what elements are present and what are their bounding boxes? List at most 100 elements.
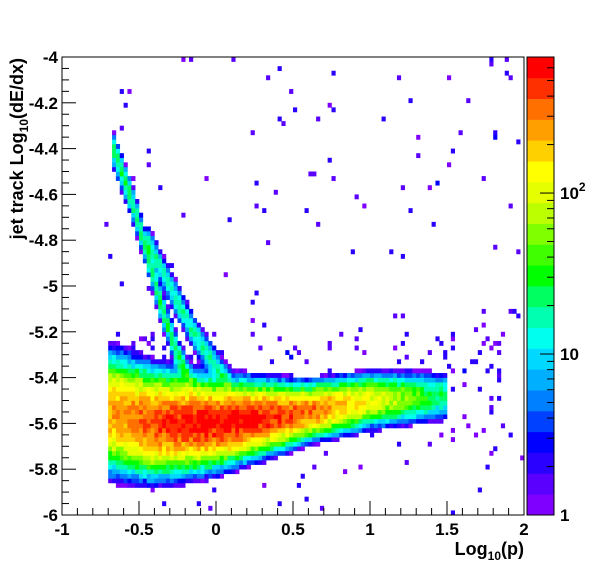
heatmap-cell bbox=[485, 464, 490, 470]
heatmap-cell bbox=[169, 350, 174, 355]
heatmap-cell bbox=[204, 469, 209, 475]
heatmap-cell bbox=[412, 373, 417, 378]
heatmap-cell bbox=[373, 377, 378, 383]
heatmap-cell bbox=[181, 437, 186, 443]
heatmap-cell bbox=[335, 373, 340, 378]
heatmap-cell bbox=[312, 441, 317, 447]
heatmap-cell bbox=[289, 441, 294, 447]
heatmap-cell bbox=[204, 446, 209, 452]
heatmap-cell bbox=[354, 405, 359, 410]
heatmap-cell bbox=[154, 391, 159, 397]
heatmap-cell bbox=[312, 437, 317, 443]
heatmap-cell bbox=[358, 373, 363, 378]
heatmap-cell bbox=[196, 400, 201, 406]
heatmap-cell bbox=[173, 427, 178, 433]
heatmap-cell bbox=[400, 423, 405, 429]
heatmap-cell bbox=[258, 386, 263, 392]
heatmap-cell bbox=[389, 391, 394, 397]
heatmap-cell bbox=[219, 469, 224, 475]
heatmap-cell bbox=[485, 336, 490, 342]
heatmap-cell bbox=[192, 409, 198, 415]
heatmap-cell bbox=[139, 359, 144, 365]
heatmap-cell bbox=[319, 391, 325, 397]
heatmap-cell bbox=[439, 405, 444, 410]
heatmap-cell bbox=[346, 386, 352, 392]
heatmap-cell bbox=[173, 313, 178, 319]
heatmap-cell bbox=[385, 391, 390, 397]
heatmap-cell bbox=[108, 460, 113, 465]
heatmap-cell bbox=[169, 478, 174, 484]
heatmap-cell bbox=[208, 432, 213, 438]
heatmap-cell bbox=[219, 405, 224, 410]
heatmap-cell bbox=[208, 473, 213, 479]
heatmap-cell bbox=[254, 446, 259, 452]
heatmap-cell bbox=[192, 373, 198, 378]
heatmap-cell bbox=[408, 395, 413, 401]
heatmap-cell bbox=[219, 455, 224, 461]
heatmap-cell bbox=[169, 464, 174, 470]
heatmap-cell bbox=[400, 340, 405, 346]
heatmap-cell bbox=[200, 400, 205, 406]
heatmap-cell bbox=[216, 450, 221, 456]
heatmap-cell bbox=[358, 382, 363, 388]
heatmap-cell bbox=[196, 391, 201, 397]
colorbar-swatch bbox=[527, 161, 554, 183]
heatmap-cell bbox=[127, 469, 132, 475]
heatmap-cell bbox=[146, 400, 151, 406]
heatmap-cell bbox=[108, 473, 113, 479]
heatmap-cell bbox=[108, 350, 113, 355]
heatmap-cell bbox=[219, 400, 224, 406]
heatmap-cell bbox=[112, 139, 117, 145]
heatmap-cell bbox=[192, 441, 198, 447]
heatmap-cell bbox=[177, 478, 182, 484]
heatmap-cell bbox=[227, 377, 232, 383]
heatmap-cell bbox=[323, 418, 328, 424]
heatmap-cell bbox=[108, 368, 113, 374]
heatmap-cell bbox=[500, 423, 506, 429]
heatmap-cell bbox=[239, 409, 244, 415]
heatmap-cell bbox=[196, 395, 201, 401]
heatmap-cell bbox=[165, 395, 171, 401]
heatmap-cell bbox=[158, 460, 163, 465]
heatmap-cell bbox=[135, 212, 140, 218]
heatmap-cell bbox=[327, 157, 332, 163]
heatmap-cell bbox=[416, 400, 421, 406]
heatmap-cell bbox=[150, 382, 155, 388]
heatmap-cell bbox=[200, 395, 205, 401]
heatmap-cell bbox=[420, 414, 425, 420]
heatmap-cell bbox=[200, 350, 205, 355]
heatmap-cell bbox=[162, 304, 167, 310]
heatmap-cell bbox=[350, 432, 355, 438]
heatmap-cell bbox=[189, 336, 194, 342]
heatmap-cell bbox=[335, 432, 340, 438]
heatmap-cell bbox=[400, 386, 405, 392]
heatmap-cell bbox=[142, 231, 147, 236]
heatmap-cell bbox=[370, 386, 375, 392]
heatmap-cell bbox=[316, 418, 321, 424]
heatmap-cell bbox=[165, 322, 171, 328]
heatmap-cell bbox=[200, 373, 205, 378]
heatmap-cell bbox=[377, 409, 382, 415]
heatmap-cell bbox=[216, 455, 221, 461]
heatmap-cell bbox=[131, 455, 136, 461]
heatmap-cell bbox=[162, 359, 167, 365]
heatmap-cell bbox=[350, 414, 355, 420]
heatmap-cell bbox=[277, 409, 282, 415]
heatmap-cell bbox=[300, 446, 305, 452]
heatmap-cell bbox=[262, 441, 267, 447]
heatmap-cell bbox=[300, 382, 305, 388]
heatmap-cell bbox=[354, 427, 359, 433]
heatmap-cell bbox=[123, 400, 128, 406]
heatmap-cell bbox=[427, 391, 432, 397]
heatmap-cell bbox=[185, 313, 190, 319]
heatmap-cell bbox=[131, 427, 136, 433]
heatmap-cell bbox=[296, 482, 301, 488]
heatmap-cell bbox=[162, 446, 167, 452]
heatmap-cell bbox=[370, 391, 375, 397]
heatmap-cell bbox=[131, 478, 136, 484]
heatmap-cell bbox=[192, 322, 198, 328]
heatmap-cell bbox=[389, 409, 394, 415]
heatmap-cell bbox=[189, 450, 194, 456]
heatmap-cell bbox=[112, 478, 117, 484]
heatmap-cell bbox=[208, 405, 213, 410]
